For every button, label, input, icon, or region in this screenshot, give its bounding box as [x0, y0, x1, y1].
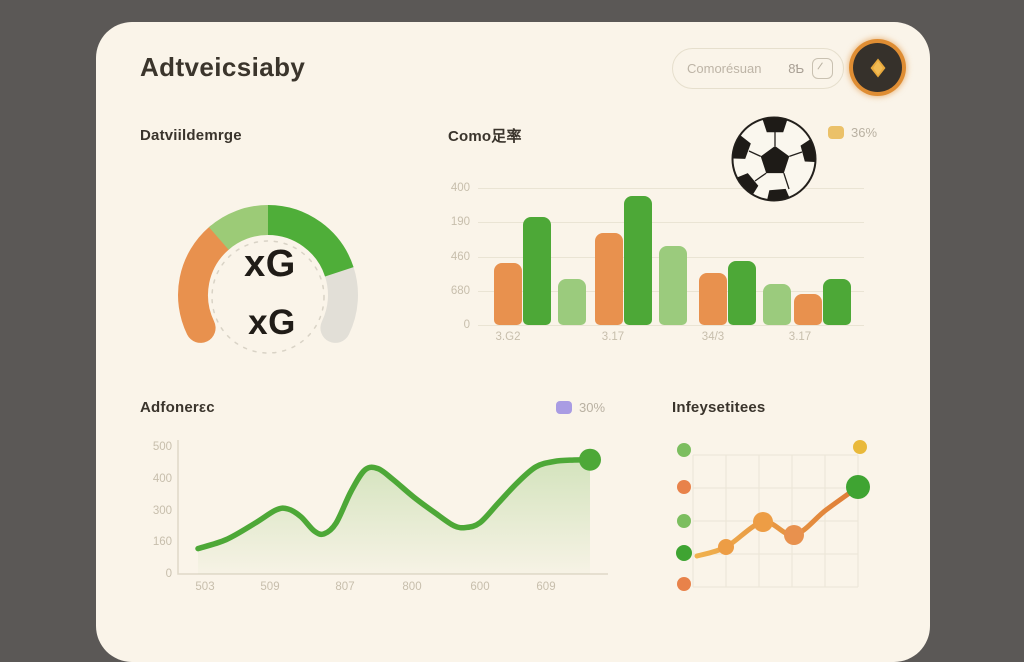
dashboard-card: Adtveicsiaby Comorésuan 8Ƅ Datviildemrge…	[96, 22, 930, 662]
bar-y-tick: 460	[450, 250, 470, 263]
page-title: Adtveicsiaby	[140, 52, 306, 82]
gauge-sub-label: xG	[248, 303, 296, 342]
bar-x-tick: 34/3	[701, 331, 725, 343]
line-series-path	[195, 456, 593, 552]
line-chart-plot: 500 400 300 160 0 503 509 807 800 600 609	[146, 435, 616, 610]
bar-light-green-1	[659, 245, 687, 325]
bar-x-tick: 3.G2	[495, 331, 521, 343]
bar-legend: 36%	[828, 125, 877, 140]
scatter-chart	[676, 440, 870, 591]
search-input[interactable]: Comorésuan 8Ƅ	[672, 48, 844, 89]
line-x-tick: 503	[195, 581, 215, 593]
bar-gridline	[478, 325, 864, 326]
scatter-side-dot-4	[677, 577, 691, 591]
line-x-tick: 807	[335, 581, 355, 593]
bar-orange-2	[699, 272, 727, 325]
bar-section-title: Como足率	[448, 128, 522, 145]
line-y-tick: 160	[152, 536, 172, 549]
search-placeholder: Comorésuan	[687, 61, 762, 76]
line-legend-label: 30%	[579, 400, 606, 415]
gauge-center-label: xG	[244, 243, 296, 285]
bar-green-3	[823, 279, 851, 325]
bar-green-1	[624, 195, 652, 325]
line-x-tick: 600	[470, 581, 490, 593]
gauge-chart	[178, 205, 358, 354]
line-chart-series	[195, 448, 601, 574]
line-chart-svg	[177, 440, 608, 575]
bar-gridline	[478, 188, 864, 189]
line-y-tick: 500	[152, 441, 172, 453]
scatter-grid	[692, 454, 859, 588]
slash-shortcut-icon	[812, 58, 833, 79]
search-shortcut-label: 8Ƅ	[788, 61, 804, 76]
bar-x-tick: 3.17	[601, 331, 625, 343]
bar-legend-label: 36%	[851, 125, 878, 140]
line-y-tick: 400	[152, 472, 172, 485]
bar-y-tick: 190	[450, 216, 470, 229]
gauge-dashed-ring	[211, 240, 325, 354]
bar-green-2	[728, 261, 756, 325]
scatter-section-title: Infeysetitees	[672, 399, 766, 416]
line-x-tick: 800	[402, 581, 422, 593]
gauge-segment-green	[267, 205, 354, 277]
bar-gridline	[478, 222, 864, 224]
scatter-content	[676, 440, 870, 591]
gauge-segment-light-green	[208, 205, 269, 251]
scatter-marker-1	[753, 512, 773, 532]
bar-light-green-2	[763, 283, 791, 325]
bar-chart-plot: 400 190 460 680 0 3.G2 3.17 34/3 3.17	[440, 180, 870, 348]
gauge-segment-gray	[320, 256, 358, 343]
bar-y-tick: 0	[463, 319, 470, 331]
soccer-ball-icon	[731, 116, 817, 202]
line-area-fill	[198, 459, 590, 574]
bar-x-tick: 3.17	[788, 331, 812, 343]
line-end-dot	[579, 448, 601, 471]
scatter-marker-3	[846, 475, 870, 499]
profile-button[interactable]	[853, 43, 902, 92]
gauge-arcs	[178, 205, 358, 343]
line-y-tick: 0	[165, 568, 172, 580]
bar-legend-swatch	[828, 126, 844, 139]
bar-y-tick: 400	[450, 182, 470, 194]
scatter-side-dot-1	[677, 480, 691, 494]
scatter-accent-dot	[853, 440, 867, 454]
line-x-tick: 509	[260, 581, 280, 593]
bar-orange-1	[595, 232, 623, 325]
line-legend-swatch	[556, 401, 572, 414]
bar-light-green-0	[558, 279, 586, 325]
diamond-logo-icon	[870, 58, 885, 77]
scatter-side-dot-2	[677, 514, 691, 528]
bar-orange-3	[794, 293, 822, 325]
line-y-tick: 300	[152, 504, 172, 517]
gauge-segment-orange	[178, 223, 234, 343]
scatter-side-dot-0	[677, 443, 691, 457]
line-section-title: Adfonerεc	[140, 399, 215, 416]
scatter-side-dot-3	[676, 545, 692, 561]
bar-orange-0	[494, 263, 522, 325]
bar-green-0	[523, 217, 551, 325]
line-legend: 30%	[556, 400, 605, 415]
gauge-section-title: Datviildemrge	[140, 127, 242, 144]
scatter-marker-2	[784, 525, 804, 545]
scatter-marker-0	[718, 539, 734, 555]
line-x-tick: 609	[536, 581, 556, 593]
bar-y-tick: 680	[450, 284, 470, 297]
